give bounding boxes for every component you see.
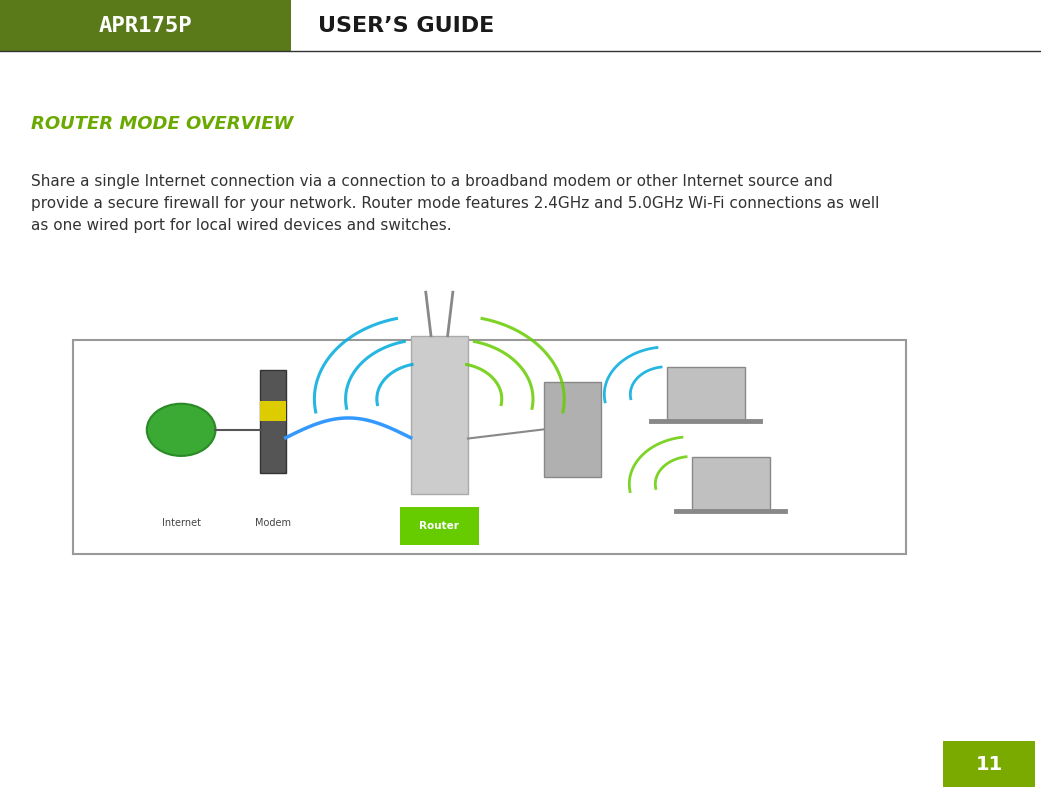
FancyBboxPatch shape <box>692 457 770 511</box>
Text: Modem: Modem <box>255 518 290 528</box>
FancyBboxPatch shape <box>400 507 479 545</box>
Text: Share a single Internet connection via a connection to a broadband modem or othe: Share a single Internet connection via a… <box>31 174 880 233</box>
Text: APR175P: APR175P <box>99 16 193 36</box>
FancyBboxPatch shape <box>73 340 906 554</box>
Text: Router: Router <box>420 521 459 532</box>
FancyBboxPatch shape <box>943 741 1035 787</box>
FancyBboxPatch shape <box>0 0 291 51</box>
Text: USER’S GUIDE: USER’S GUIDE <box>318 16 493 36</box>
Text: ROUTER MODE OVERVIEW: ROUTER MODE OVERVIEW <box>31 115 294 133</box>
FancyBboxPatch shape <box>667 368 745 422</box>
FancyBboxPatch shape <box>259 369 285 472</box>
Text: Internet: Internet <box>161 518 201 528</box>
Text: 11: 11 <box>975 755 1002 774</box>
FancyBboxPatch shape <box>544 382 602 477</box>
FancyBboxPatch shape <box>410 335 468 494</box>
FancyBboxPatch shape <box>259 400 285 421</box>
Circle shape <box>147 403 215 456</box>
